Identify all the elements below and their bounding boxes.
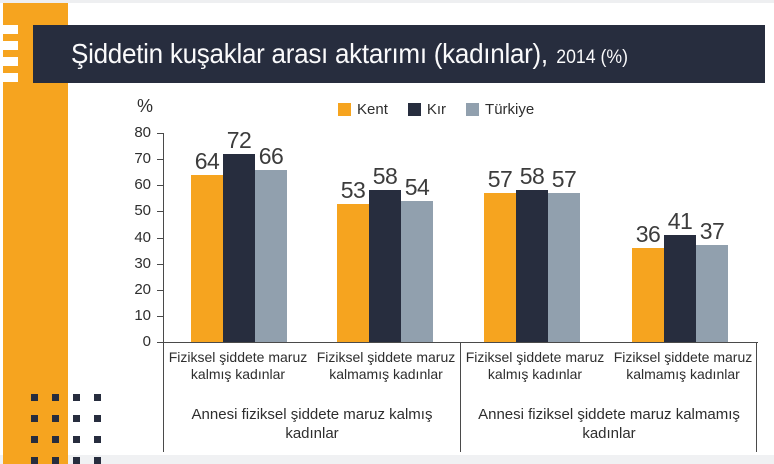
dot (52, 394, 59, 401)
legend-label: Türkiye (485, 101, 535, 118)
bar-value-label: 37 (699, 218, 725, 244)
y-tick-mark (157, 264, 163, 265)
bar-türkiye (255, 170, 287, 342)
bar-türkiye (401, 201, 433, 342)
bar-value-label: 58 (519, 163, 545, 189)
bar-türkiye (548, 193, 580, 342)
bar-value-label: 54 (404, 174, 430, 200)
y-tick-mark (157, 159, 163, 160)
dot (31, 415, 38, 422)
bar-kent (484, 193, 516, 342)
category-label: Fiziksel şiddete maruz kalmış kadınlar (168, 349, 308, 383)
x-label-panel: Fiziksel şiddete maruz kalmış kadınlar Fi… (163, 343, 757, 452)
dot (73, 394, 80, 401)
y-axis: 80 70 60 50 40 30 20 10 0 (118, 124, 163, 350)
legend-label: Kent (357, 101, 388, 118)
bar-value-label: 41 (667, 208, 693, 234)
y-tick-label: 60 (134, 176, 151, 193)
dot (94, 394, 101, 401)
category-label: Fiziksel şiddete maruz kalmamış kadınlar (316, 349, 456, 383)
category-labels: Fiziksel şiddete maruz kalmış kadınlar Fi… (164, 349, 460, 383)
page-title-year: 2014 (%) (556, 47, 628, 68)
accent-notch (0, 57, 18, 66)
accent-notch (0, 25, 18, 34)
legend-label: Kır (426, 101, 447, 118)
y-tick-label: 10 (134, 307, 151, 324)
y-tick-mark (157, 316, 163, 317)
y-tick-mark (157, 185, 163, 186)
legend-swatch (407, 103, 421, 116)
dot (31, 394, 38, 401)
legend-swatch (338, 103, 351, 116)
legend-item-kır: Kır (407, 101, 447, 118)
legend-item-kent: Kent (338, 101, 388, 118)
bar-kır (369, 190, 401, 342)
category-group-header: Annesi fiziksel şiddete maruz kalmış kad… (191, 406, 433, 442)
bar-kent (191, 175, 223, 342)
panel-half: Fiziksel şiddete maruz kalmış kadınlar Fi… (461, 343, 757, 452)
bar-value-label: 58 (372, 163, 398, 189)
bar-kır (664, 235, 696, 342)
dot-grid-decoration (31, 394, 101, 464)
y-tick-mark (157, 238, 163, 239)
bar-türkiye (696, 245, 728, 342)
bar-value-label: 64 (194, 148, 220, 174)
y-tick-mark (157, 342, 163, 343)
y-tick-label: 20 (134, 281, 151, 298)
panel-half: Fiziksel şiddete maruz kalmış kadınlar Fi… (164, 343, 460, 452)
page-title: Şiddetin kuşaklar arası aktarımı (kadınl… (71, 38, 628, 70)
y-tick-label: 50 (134, 202, 151, 219)
legend-swatch (466, 103, 480, 116)
y-tick-label: 30 (134, 255, 151, 272)
bar-value-label: 66 (258, 143, 284, 169)
bar-value-label: 36 (635, 221, 661, 247)
y-tick-label: 80 (134, 124, 151, 141)
dot (73, 415, 80, 422)
top-edge-strip (0, 0, 774, 3)
dot (94, 436, 101, 443)
bar-kent (337, 204, 369, 342)
dot (52, 457, 59, 464)
dot (94, 457, 101, 464)
category-labels: Fiziksel şiddete maruz kalmış kadınlar Fi… (461, 349, 757, 383)
title-bar: Şiddetin kuşaklar arası aktarımı (kadınl… (33, 25, 765, 83)
bar-value-label: 57 (487, 166, 513, 192)
y-tick-label: 70 (134, 150, 151, 167)
chart-legend: Kent Kır Türkiye (338, 101, 534, 118)
accent-notch (0, 73, 18, 82)
accent-notch (0, 41, 18, 50)
dot (73, 436, 80, 443)
dot (73, 457, 80, 464)
bar-value-label: 57 (551, 166, 577, 192)
category-label: Fiziksel şiddete maruz kalmamış kadınlar (613, 349, 753, 383)
bar-kır (223, 154, 255, 342)
category-group-header: Annesi fiziksel şiddete maruz kalmamış k… (478, 406, 740, 442)
category-label: Fiziksel şiddete maruz kalmış kadınlar (465, 349, 605, 383)
dot (52, 436, 59, 443)
bar-kır (516, 190, 548, 342)
bar-value-label: 72 (226, 127, 252, 153)
dot (94, 415, 101, 422)
footer-strip (0, 455, 774, 464)
y-tick-mark (157, 133, 163, 134)
bar-kent (632, 248, 664, 342)
y-tick-mark (157, 211, 163, 212)
y-tick-label: 40 (134, 229, 151, 246)
bar-value-label: 53 (340, 177, 366, 203)
page-title-main: Şiddetin kuşaklar arası aktarımı (kadınl… (71, 38, 548, 69)
y-tick-mark (157, 290, 163, 291)
y-axis-unit-label: % (136, 96, 153, 116)
plot-area: 64 72 66 53 58 54 57 58 57 36 41 37 (163, 128, 758, 343)
dot (31, 436, 38, 443)
dot (52, 415, 59, 422)
legend-item-türkiye: Türkiye (466, 101, 534, 118)
y-tick-label: 0 (142, 333, 151, 350)
panel-divider (460, 343, 461, 452)
dot (31, 457, 38, 464)
